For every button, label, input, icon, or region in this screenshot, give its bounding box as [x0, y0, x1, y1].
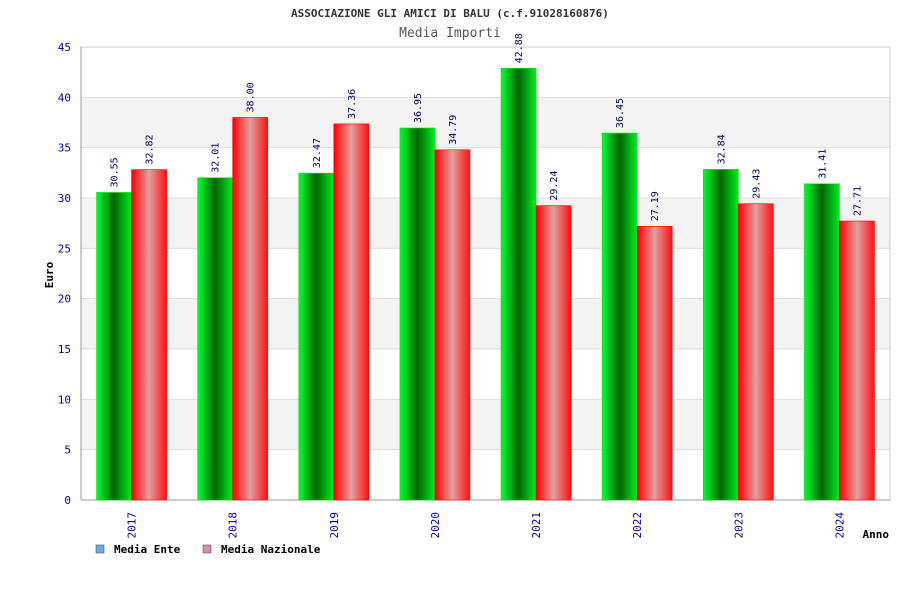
y-tick-label: 5 [64, 444, 71, 457]
bars: 30.55 32.82 32.01 38.00 32.47 37.36 36.95 34.79… [96, 33, 875, 501]
grid-band [81, 47, 890, 98]
chart-title: ASSOCIAZIONE GLI AMICI DI BALU (c.f.9102… [291, 7, 609, 20]
x-tick-label: 2019 [328, 512, 341, 539]
bar-value-label: 38.00 [246, 82, 257, 112]
bar-media-ente-2020 [399, 127, 436, 501]
y-axis-label: Euro [43, 261, 56, 288]
bar-value-label: 32.47 [312, 138, 323, 168]
legend-swatch-media-ente [95, 544, 105, 554]
bar-value-label: 36.95 [413, 93, 424, 123]
bar-media-ente-2021 [500, 68, 537, 501]
x-tick-label: 2024 [833, 512, 846, 539]
bar-media-nazionale-2024 [839, 220, 875, 501]
bar-value-label: 27.19 [650, 191, 661, 221]
y-tick-label: 25 [58, 242, 71, 255]
bar-value-label: 32.84 [716, 134, 727, 164]
bar-value-label: 42.88 [514, 33, 525, 63]
bar-media-ente-2019 [298, 172, 335, 501]
x-tick-label: 2021 [530, 512, 543, 539]
legend-label-media-nazionale: Media Nazionale [221, 543, 321, 556]
bar-media-nazionale-2018 [232, 117, 268, 501]
legend: Media Ente Media Nazionale [95, 543, 321, 556]
x-axis-label: Anno [863, 528, 890, 541]
grid-band [81, 97, 890, 148]
y-tick-label: 15 [58, 343, 71, 356]
y-tick-label: 40 [58, 91, 71, 104]
bar-media-nazionale-2017 [131, 169, 167, 501]
bar-value-label: 30.55 [110, 157, 121, 187]
x-tick-label: 2018 [227, 512, 240, 539]
bar-value-label: 34.79 [448, 115, 459, 145]
bar-media-nazionale-2020 [434, 149, 471, 501]
y-axis-ticks: 0 5 10 15 20 25 30 35 40 45 [58, 41, 71, 507]
bar-value-label: 37.36 [347, 89, 358, 119]
y-tick-label: 35 [58, 142, 71, 155]
y-tick-label: 0 [64, 494, 71, 507]
legend-label-media-ente: Media Ente [114, 543, 181, 556]
bar-media-ente-2018 [197, 177, 233, 501]
bar-value-label: 32.82 [145, 135, 156, 165]
bar-media-ente-2023 [703, 169, 739, 501]
y-tick-label: 20 [58, 293, 71, 306]
bar-media-ente-2017 [96, 192, 132, 501]
x-axis-ticks: 2017 2018 2019 2020 2021 2022 2023 2024 [126, 512, 847, 539]
bar-media-nazionale-2023 [738, 203, 774, 501]
bar-value-label: 32.01 [211, 143, 222, 173]
x-tick-label: 2022 [631, 512, 644, 539]
legend-swatch-media-nazionale [202, 544, 212, 554]
x-tick-label: 2020 [429, 512, 442, 539]
bar-value-label: 29.24 [549, 171, 560, 201]
bar-media-nazionale-2021 [535, 205, 572, 501]
bar-media-ente-2022 [601, 132, 638, 501]
bar-media-nazionale-2022 [636, 225, 673, 501]
chart-subtitle: Media Importi [399, 26, 501, 41]
bar-media-ente-2024 [804, 183, 840, 501]
y-tick-label: 10 [58, 393, 71, 406]
x-tick-label: 2017 [126, 512, 139, 539]
bar-value-label: 36.45 [615, 98, 626, 128]
y-tick-label: 30 [58, 192, 71, 205]
y-tick-label: 45 [58, 41, 71, 54]
bar-value-label: 29.43 [751, 169, 762, 199]
bar-media-nazionale-2019 [333, 123, 370, 501]
bar-value-label: 27.71 [852, 186, 863, 216]
x-tick-label: 2023 [732, 512, 745, 539]
bar-value-label: 31.41 [817, 149, 828, 179]
